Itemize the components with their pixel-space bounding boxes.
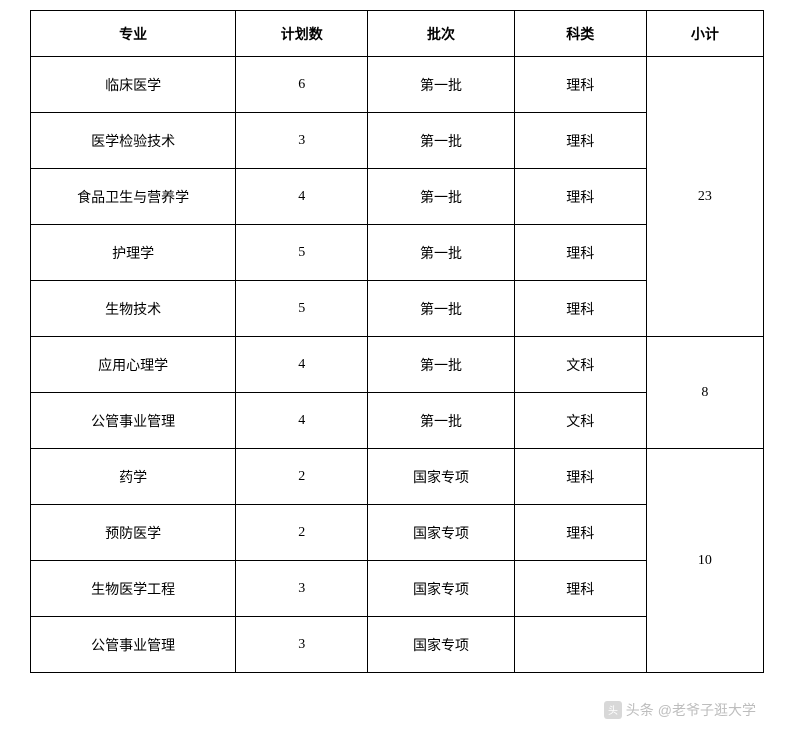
cell-subject: 理科 [514, 57, 646, 113]
toutiao-logo-icon: 头 [604, 701, 622, 719]
cell-subtotal: 8 [646, 337, 763, 449]
cell-plan: 4 [236, 169, 368, 225]
cell-major: 护理学 [31, 225, 236, 281]
cell-plan: 5 [236, 281, 368, 337]
cell-plan: 3 [236, 113, 368, 169]
cell-major: 应用心理学 [31, 337, 236, 393]
cell-subject: 理科 [514, 449, 646, 505]
cell-batch: 第一批 [368, 169, 515, 225]
cell-subject: 理科 [514, 505, 646, 561]
cell-plan: 3 [236, 561, 368, 617]
cell-subtotal: 10 [646, 449, 763, 673]
cell-plan: 2 [236, 449, 368, 505]
header-subtotal: 小计 [646, 11, 763, 57]
cell-major: 公管事业管理 [31, 393, 236, 449]
cell-plan: 3 [236, 617, 368, 673]
table-header-row: 专业 计划数 批次 科类 小计 [31, 11, 764, 57]
header-plan: 计划数 [236, 11, 368, 57]
cell-subject: 文科 [514, 393, 646, 449]
cell-subject: 理科 [514, 281, 646, 337]
cell-batch: 第一批 [368, 337, 515, 393]
cell-batch: 第一批 [368, 225, 515, 281]
cell-plan: 2 [236, 505, 368, 561]
header-batch: 批次 [368, 11, 515, 57]
cell-major: 临床医学 [31, 57, 236, 113]
cell-subject [514, 617, 646, 673]
header-subject: 科类 [514, 11, 646, 57]
cell-subtotal: 23 [646, 57, 763, 337]
cell-subject: 理科 [514, 561, 646, 617]
cell-plan: 4 [236, 337, 368, 393]
cell-subject: 理科 [514, 169, 646, 225]
table-row: 临床医学6第一批理科23 [31, 57, 764, 113]
cell-plan: 6 [236, 57, 368, 113]
cell-batch: 第一批 [368, 393, 515, 449]
cell-batch: 国家专项 [368, 449, 515, 505]
watermark: 头 头条 @老爷子逛大学 [604, 700, 756, 720]
cell-batch: 第一批 [368, 57, 515, 113]
cell-subject: 理科 [514, 225, 646, 281]
cell-major: 医学检验技术 [31, 113, 236, 169]
cell-major: 公管事业管理 [31, 617, 236, 673]
cell-major: 生物技术 [31, 281, 236, 337]
watermark-handle: @老爷子逛大学 [658, 700, 756, 720]
table-row: 药学2国家专项理科10 [31, 449, 764, 505]
cell-major: 预防医学 [31, 505, 236, 561]
svg-text:头: 头 [608, 705, 618, 717]
cell-batch: 第一批 [368, 113, 515, 169]
cell-subject: 文科 [514, 337, 646, 393]
watermark-prefix: 头条 [626, 700, 654, 720]
cell-plan: 4 [236, 393, 368, 449]
cell-batch: 第一批 [368, 281, 515, 337]
cell-major: 生物医学工程 [31, 561, 236, 617]
cell-batch: 国家专项 [368, 561, 515, 617]
cell-major: 食品卫生与营养学 [31, 169, 236, 225]
cell-major: 药学 [31, 449, 236, 505]
cell-batch: 国家专项 [368, 505, 515, 561]
cell-batch: 国家专项 [368, 617, 515, 673]
header-major: 专业 [31, 11, 236, 57]
table-row: 应用心理学4第一批文科8 [31, 337, 764, 393]
cell-subject: 理科 [514, 113, 646, 169]
cell-plan: 5 [236, 225, 368, 281]
admission-plan-table: 专业 计划数 批次 科类 小计 临床医学6第一批理科23医学检验技术3第一批理科… [30, 10, 764, 673]
